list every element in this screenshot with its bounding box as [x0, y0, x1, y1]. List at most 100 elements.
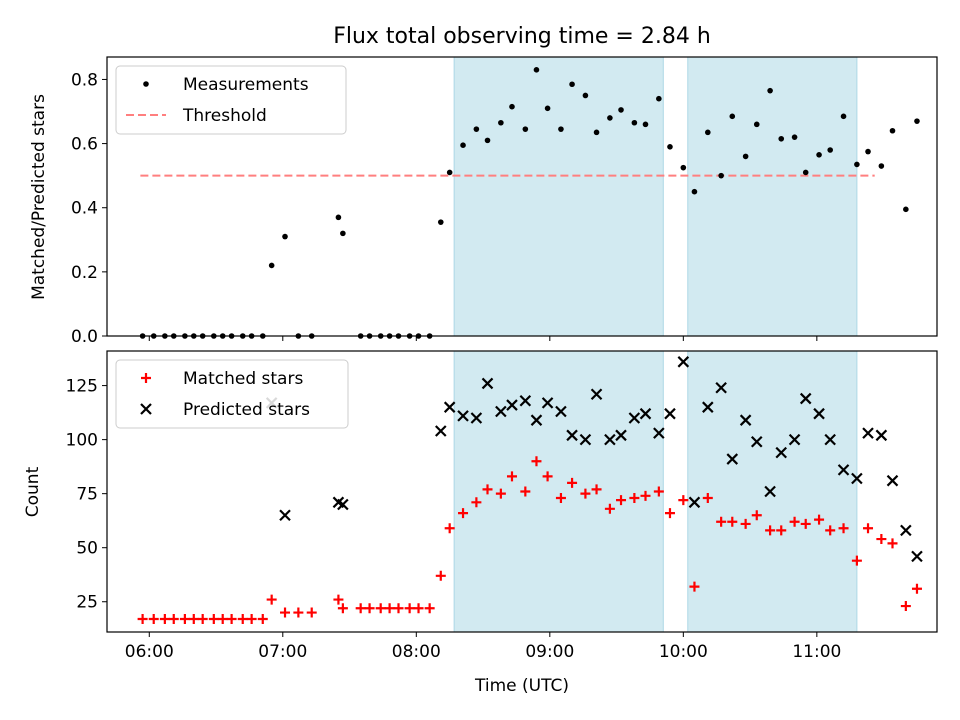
predicted-star-point: [702, 401, 714, 413]
predicted-star-point: [555, 405, 567, 418]
matched-star-point: [789, 516, 800, 527]
matched-star-point: [404, 603, 415, 614]
observing-interval-band: [453, 56, 664, 337]
matched-star-point: [217, 614, 228, 625]
legend-label: Threshold: [182, 106, 267, 126]
measurement-point: [827, 147, 833, 153]
matched-star-point: [640, 490, 651, 501]
matched-star-point: [237, 614, 248, 625]
x-axis-label: Time (UTC): [474, 676, 569, 696]
predicted-star-point: [506, 399, 518, 411]
matched-star-point: [246, 614, 257, 625]
chart-title: Flux total observing time = 2.84 h: [333, 24, 711, 49]
predicted-star-point: [481, 377, 494, 390]
x-tick-label: 07:00: [258, 642, 307, 662]
y-tick-label: 50: [76, 539, 98, 559]
y-tick-label: 125: [66, 377, 98, 397]
predicted-star-point: [775, 446, 788, 459]
bottom-y-axis-label: Count: [23, 466, 43, 517]
matched-star-point: [531, 456, 542, 467]
legend-label: Measurements: [183, 75, 309, 95]
measurement-point: [522, 126, 529, 132]
predicted-star-point: [813, 407, 825, 420]
predicted-star-point: [457, 410, 469, 422]
legend-label: Matched stars: [183, 369, 303, 389]
predicted-star-point: [664, 407, 676, 420]
matched-star-point: [266, 594, 277, 605]
matched-star-point: [520, 486, 531, 497]
measurement-point: [691, 188, 698, 195]
predicted-star-point: [900, 524, 912, 537]
predicted-star-point: [530, 414, 543, 426]
predicted-star-point: [715, 381, 727, 394]
observing-interval-band: [453, 350, 664, 633]
bottom-panel: 25 50 75 100 125 06:00 07:00 08:00 09:00 10:00 11:…: [66, 350, 938, 662]
y-tick-label: 100: [66, 431, 98, 451]
measurement-point: [753, 121, 760, 128]
predicted-star-point: [519, 394, 532, 407]
matched-star-point: [168, 614, 179, 625]
matched-star-point: [689, 581, 700, 592]
predicted-star-point: [279, 509, 291, 522]
matched-star-point: [375, 603, 386, 614]
measurement-point: [569, 81, 575, 88]
measurement-point: [729, 113, 736, 120]
matched-star-point: [702, 492, 713, 503]
measurement-point: [484, 137, 491, 144]
x-tick-label: 06:00: [125, 642, 174, 662]
matched-star-point: [814, 514, 825, 525]
matched-star-point: [208, 614, 219, 625]
matched-star-point: [887, 538, 898, 549]
axes-frame: [106, 56, 938, 337]
observing-interval-band: [687, 56, 858, 337]
observing-interval-band: [687, 350, 858, 633]
legend-measurement-marker: [143, 81, 149, 87]
measurement-point: [437, 219, 444, 225]
predicted-star-point: [566, 429, 578, 442]
matched-star-point: [776, 525, 787, 536]
x-tick-label: 11:00: [792, 642, 841, 662]
measurement-point: [667, 143, 673, 150]
matched-star-point: [337, 603, 348, 614]
measurement-point: [446, 169, 453, 176]
axes-frame: [106, 350, 938, 633]
matched-star-point: [664, 508, 675, 519]
measurement-point: [865, 148, 871, 155]
matched-star-point: [506, 471, 517, 482]
matched-star-point: [333, 594, 344, 605]
matched-star-point: [293, 607, 304, 618]
measurement-point: [914, 118, 920, 124]
predicted-star-point: [628, 412, 641, 424]
predicted-star-point: [579, 433, 592, 446]
measurement-point: [656, 95, 662, 102]
legend: Matched stars Predicted stars: [115, 359, 349, 429]
legend-box: [115, 359, 349, 429]
y-tick-label: 0.2: [71, 263, 98, 283]
predicted-star-point: [435, 425, 447, 437]
matched-star-point: [226, 614, 237, 625]
matched-star-point: [471, 497, 482, 508]
predicted-star-point: [443, 401, 456, 413]
predicted-star-point: [639, 407, 652, 420]
predicted-star-point: [911, 550, 923, 563]
measurement-point: [618, 107, 624, 113]
predicted-star-point: [615, 429, 627, 442]
measurement-point: [854, 161, 860, 168]
predicted-star-point: [726, 453, 739, 465]
matched-star-point: [393, 603, 404, 614]
matched-star-point: [355, 603, 366, 614]
matched-star-point: [435, 570, 446, 581]
measurement-point: [335, 214, 342, 221]
predicted-star-point: [470, 412, 483, 424]
matched-star-point: [900, 601, 911, 612]
measurement-point: [509, 103, 515, 110]
x-tick-label: 08:00: [392, 642, 441, 662]
measurement-point: [742, 153, 749, 160]
measurement-point: [460, 142, 466, 148]
matched-star-point: [384, 603, 395, 614]
measurement-point: [607, 115, 613, 121]
predicted-star-point: [750, 436, 763, 448]
matched-star-point: [825, 525, 836, 536]
matched-star-point: [911, 583, 922, 594]
